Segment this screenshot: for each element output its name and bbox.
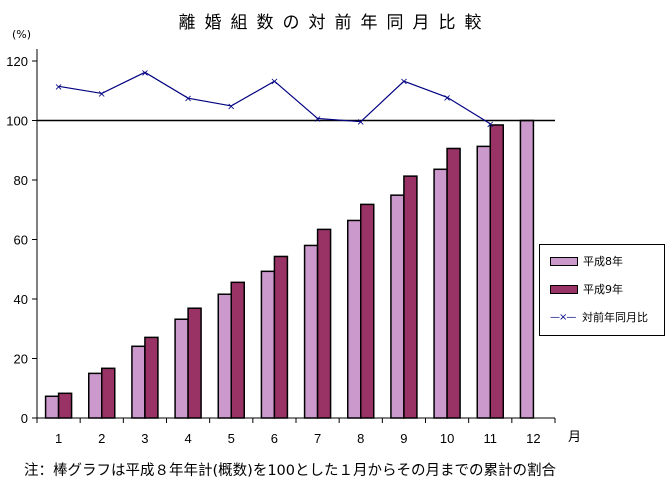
x-marker-icon: × (227, 101, 235, 112)
x-tick-label: 2 (98, 431, 105, 446)
footnote: 注：棒グラフは平成８年年計(概数)を100とした１月からその月までの累計の割合 (24, 463, 556, 479)
x-marker-icon: × (141, 68, 149, 79)
bar (519, 119, 535, 419)
legend-label: 平成8年 (583, 255, 623, 268)
legend-swatch-h9 (550, 284, 578, 294)
x-marker-icon: × (270, 77, 278, 88)
y-axis-unit: (%) (12, 28, 32, 41)
bar (489, 124, 504, 419)
bar (347, 219, 362, 419)
x-marker-icon: × (98, 89, 106, 100)
legend-item-ratio: —×— 対前年同月比 (550, 309, 648, 325)
bar (174, 318, 189, 419)
x-marker-icon: × (443, 93, 451, 104)
y-tick-label: 20 (14, 352, 28, 367)
bar (88, 372, 103, 419)
bar (403, 175, 418, 419)
bar (390, 194, 405, 419)
bar (476, 145, 491, 419)
legend-label: 対前年同月比 (582, 311, 648, 324)
x-tick-label: 12 (526, 431, 540, 446)
x-tick-label: 3 (141, 431, 148, 446)
bar (260, 270, 276, 419)
bar (273, 255, 289, 419)
x-tick-label: 1 (55, 431, 62, 446)
bar (44, 395, 60, 419)
bar (101, 367, 116, 419)
chart-title: 離婚組数の対前年同月比較 (178, 13, 491, 33)
x-tick-label: 6 (271, 431, 278, 446)
legend-item-h8: 平成8年 (550, 253, 623, 269)
x-marker-icon: × (357, 117, 365, 128)
ratio-line (58, 71, 491, 125)
bar (360, 203, 375, 419)
x-tick-label: 9 (400, 431, 407, 446)
legend-item-h9: 平成9年 (550, 281, 623, 297)
x-tick-label: 5 (228, 431, 235, 446)
x-axis-label: 月 (568, 430, 581, 445)
bar (217, 293, 232, 419)
x-tick-label: 10 (440, 431, 454, 446)
legend: 平成8年 平成9年 —×— 対前年同月比 (539, 244, 665, 336)
y-tick-label: 120 (6, 54, 28, 69)
x-tick-label: 4 (184, 431, 191, 446)
legend-swatch-h8 (550, 256, 578, 266)
bar (446, 147, 461, 419)
bar (187, 307, 202, 419)
bar (230, 281, 245, 419)
x-tick-label: 11 (484, 431, 498, 446)
x-marker-icon: × (54, 82, 62, 93)
x-tick-label: 7 (314, 431, 321, 446)
bar (57, 392, 73, 419)
y-tick-label: 0 (21, 411, 28, 426)
line-marker-icon: —×— (550, 311, 576, 323)
y-tick-label: 100 (6, 114, 28, 129)
legend-label: 平成9年 (583, 283, 623, 296)
x-tick-label: 8 (357, 431, 364, 446)
bar (316, 228, 332, 419)
y-tick-label: 80 (14, 173, 28, 188)
y-tick-label: 40 (14, 292, 28, 307)
x-marker-icon: × (313, 114, 321, 125)
x-marker-icon: × (486, 119, 494, 130)
bar (433, 168, 448, 419)
x-marker-icon: × (400, 77, 408, 88)
bar (144, 336, 159, 419)
x-marker-icon: × (184, 94, 192, 105)
bar (303, 244, 319, 419)
y-tick-label: 60 (14, 233, 28, 248)
bar (131, 345, 146, 419)
